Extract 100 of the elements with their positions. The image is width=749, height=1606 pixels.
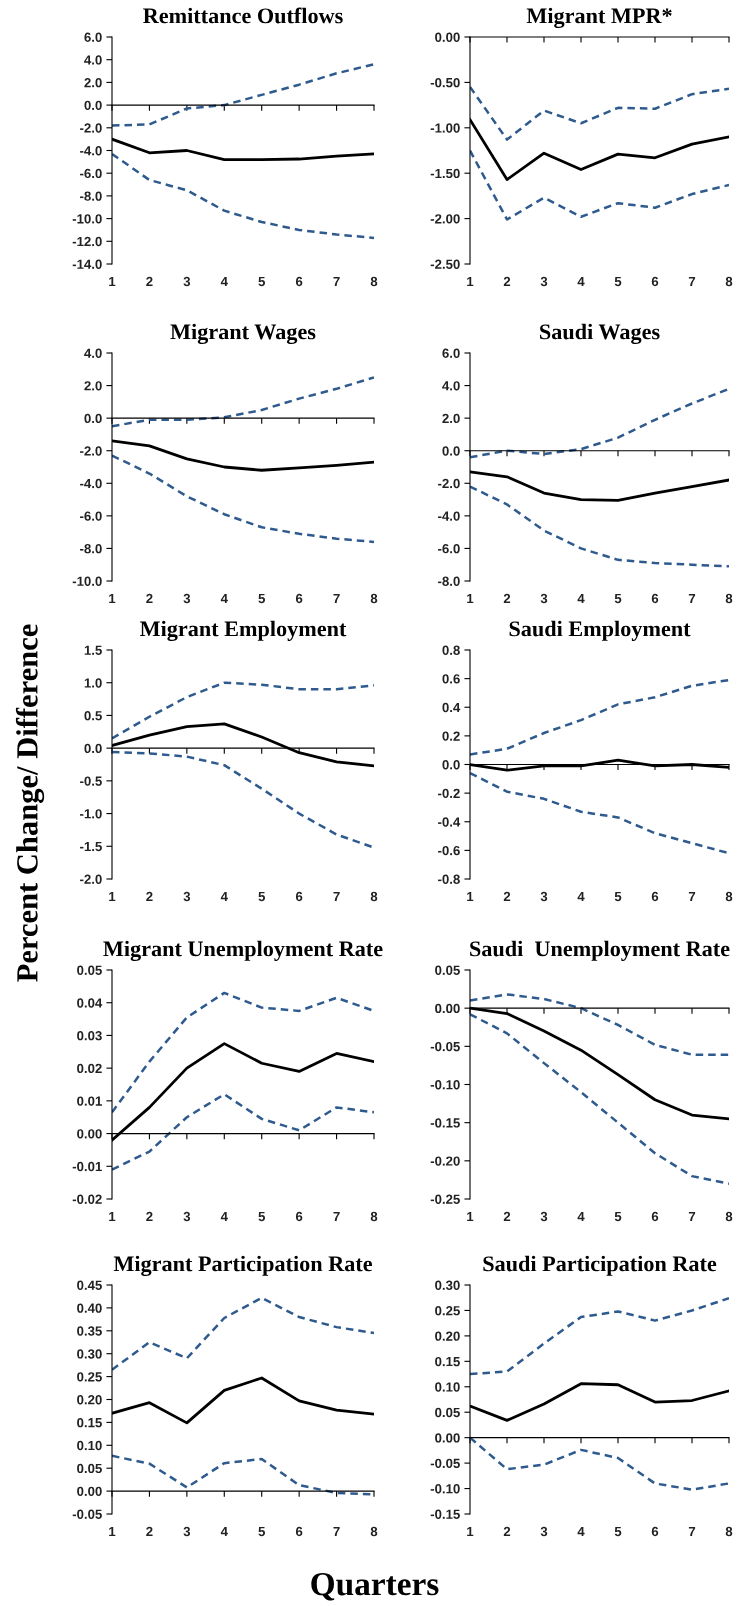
x-tick-label: 1 xyxy=(109,1211,116,1222)
y-tick-label: -0.10 xyxy=(430,1484,460,1494)
y-tick-label: -0.6 xyxy=(438,845,460,856)
y-tick-label: -6.0 xyxy=(80,511,102,521)
y-tick-label: 0.20 xyxy=(77,1395,102,1405)
x-tick-label: 1 xyxy=(109,593,116,604)
x-tick-label: 3 xyxy=(183,276,191,287)
x-tick-label: 7 xyxy=(688,593,696,604)
y-tick-label: -0.2 xyxy=(438,788,460,799)
x-tick-label: 3 xyxy=(540,891,548,902)
x-tick-label: 7 xyxy=(333,593,340,604)
y-tick-label: 0.01 xyxy=(77,1096,102,1106)
y-tick-label: -0.05 xyxy=(430,1458,460,1469)
x-tick-label: 7 xyxy=(333,891,340,902)
x-tick-label: 6 xyxy=(651,276,659,287)
y-tick-label: -8.0 xyxy=(80,544,102,554)
x-tick-label: 5 xyxy=(258,1526,266,1537)
x-tick-label: 8 xyxy=(370,593,378,604)
x-tick-label: 8 xyxy=(725,276,733,287)
y-tick-label: 0.0 xyxy=(84,100,102,111)
x-tick-label: 3 xyxy=(540,593,548,604)
x-tick-label: 1 xyxy=(467,593,474,604)
y-tick-label: 0.05 xyxy=(435,1407,460,1418)
x-tick-label: 4 xyxy=(577,276,585,287)
x-tick-label: 5 xyxy=(258,276,266,287)
y-tick-label: 0.05 xyxy=(77,1463,102,1474)
y-tick-label: -10.0 xyxy=(72,576,102,586)
x-tick-label: 3 xyxy=(540,1211,548,1222)
x-tick-label: 8 xyxy=(725,1211,733,1222)
y-tick-label: 0.0 xyxy=(442,446,460,456)
x-tick-label: 7 xyxy=(688,1526,696,1537)
x-tick-label: 5 xyxy=(614,593,622,604)
y-tick-label: 0.00 xyxy=(77,1129,102,1139)
y-tick-label: 0.5 xyxy=(84,711,102,721)
x-tick-label: 6 xyxy=(651,891,659,902)
y-tick-label: -0.05 xyxy=(72,1509,102,1519)
y-tick-label: -4.0 xyxy=(80,146,102,156)
y-tick-label: 2.0 xyxy=(84,77,102,88)
chart-title: Saudi Participation Rate xyxy=(483,1255,717,1276)
y-tick-label: 2.0 xyxy=(84,381,102,391)
y-tick-label: 0.20 xyxy=(435,1331,460,1341)
x-tick-label: 6 xyxy=(651,593,659,604)
y-tick-label: 0.0 xyxy=(84,743,102,754)
x-tick-label: 6 xyxy=(295,1211,303,1222)
y-tick-label: -0.25 xyxy=(430,1194,460,1204)
y-tick-label: 0.6 xyxy=(442,674,460,684)
x-tick-label: 7 xyxy=(688,276,696,287)
x-tick-label: 2 xyxy=(503,1211,511,1222)
x-tick-label: 6 xyxy=(651,1211,659,1222)
y-tick-label: -2.00 xyxy=(430,214,460,224)
line-series xyxy=(470,1013,729,1185)
x-tick-label: 2 xyxy=(146,1211,153,1222)
y-tick-label: 0.00 xyxy=(435,1433,460,1443)
y-tick-label: 4.0 xyxy=(442,381,460,391)
x-tick-label: 7 xyxy=(333,1526,340,1537)
x-tick-label: 6 xyxy=(651,1526,659,1537)
y-tick-label: -2.0 xyxy=(80,123,102,133)
y-tick-label: 0.2 xyxy=(442,731,460,741)
y-tick-label: 0.05 xyxy=(77,965,102,975)
chart-title: Saudi Wages xyxy=(540,323,660,345)
y-tick-label: 0.02 xyxy=(77,1063,102,1074)
y-tick-label: 0.0 xyxy=(84,413,102,424)
y-tick-label: 2.0 xyxy=(442,413,460,424)
y-tick-label: 0.15 xyxy=(77,1417,102,1428)
x-tick-label: 3 xyxy=(540,276,548,287)
chart-title: Remittance Outflows xyxy=(143,7,343,24)
x-tick-label: 2 xyxy=(503,593,511,604)
x-tick-label: 5 xyxy=(614,1211,622,1222)
y-tick-label: -6.0 xyxy=(80,168,102,179)
x-tick-label: 5 xyxy=(258,891,266,902)
x-tick-label: 3 xyxy=(183,1211,191,1222)
y-tick-label: -10.0 xyxy=(72,214,102,224)
y-tick-label: -2.0 xyxy=(80,874,102,884)
x-tick-label: 1 xyxy=(109,891,116,902)
chart-title: Saudi Unemployment Rate xyxy=(470,940,730,961)
x-tick-label: 4 xyxy=(577,891,585,902)
y-tick-label: -0.4 xyxy=(438,817,461,827)
x-tick-label: 2 xyxy=(503,276,511,287)
line-series xyxy=(112,152,374,240)
y-tick-label: 1.5 xyxy=(84,645,102,655)
x-tick-label: 6 xyxy=(295,1526,303,1537)
y-tick-label: 0.25 xyxy=(435,1306,460,1316)
line-series xyxy=(112,681,374,740)
x-tick-label: 4 xyxy=(577,593,585,604)
y-tick-label: 6.0 xyxy=(84,32,102,42)
x-tick-label: 1 xyxy=(467,1211,474,1222)
y-tick-label: 0.35 xyxy=(77,1326,102,1336)
x-tick-label: 7 xyxy=(333,1211,340,1222)
y-tick-label: -8.0 xyxy=(80,191,102,201)
x-tick-label: 2 xyxy=(146,891,153,902)
x-tick-label: 2 xyxy=(503,1526,511,1537)
y-tick-label: -12.0 xyxy=(72,236,102,247)
x-tick-label: 5 xyxy=(258,593,266,604)
chart-title: Migrant Unemployment Rate xyxy=(103,940,383,962)
y-tick-label: -0.15 xyxy=(430,1509,460,1519)
y-tick-label: -2.0 xyxy=(438,478,460,489)
x-tick-label: 4 xyxy=(577,1211,585,1222)
x-tick-label: 4 xyxy=(220,593,228,604)
x-tick-label: 8 xyxy=(370,1211,378,1222)
y-tick-label: 0.10 xyxy=(435,1382,460,1392)
